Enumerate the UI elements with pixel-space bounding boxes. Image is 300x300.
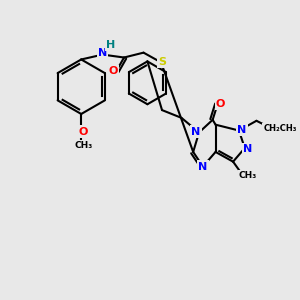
Text: N: N	[237, 124, 247, 135]
Text: O: O	[109, 66, 118, 76]
Text: N: N	[243, 144, 252, 154]
Text: CH₂CH₃: CH₂CH₃	[263, 124, 296, 133]
Text: N: N	[198, 162, 208, 172]
Text: O: O	[79, 127, 88, 136]
Text: O: O	[216, 99, 225, 109]
Text: N: N	[98, 48, 107, 58]
Text: CH₃: CH₃	[74, 141, 92, 150]
Text: CH₃: CH₃	[238, 171, 257, 180]
Text: N: N	[191, 127, 201, 136]
Text: S: S	[158, 57, 166, 68]
Text: H: H	[106, 40, 115, 50]
